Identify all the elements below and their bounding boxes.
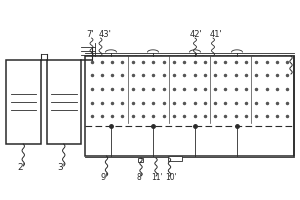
Text: 8': 8' — [136, 173, 143, 182]
Bar — [128, 55, 169, 123]
Text: 2': 2' — [17, 163, 26, 172]
Bar — [169, 55, 210, 123]
Bar — [251, 55, 292, 123]
Text: 10': 10' — [165, 173, 177, 182]
Text: 3': 3' — [58, 163, 66, 172]
Bar — [138, 158, 143, 162]
Bar — [46, 60, 81, 144]
Bar — [85, 56, 294, 156]
Text: 9': 9' — [100, 173, 108, 182]
Text: 41': 41' — [210, 30, 223, 39]
Bar — [168, 156, 182, 161]
Bar — [87, 55, 128, 123]
Text: 42': 42' — [190, 30, 202, 39]
Bar — [210, 55, 251, 123]
Bar — [6, 60, 40, 144]
Text: 11': 11' — [152, 173, 163, 182]
Text: 7': 7' — [86, 30, 94, 39]
Text: 43': 43' — [99, 30, 112, 39]
